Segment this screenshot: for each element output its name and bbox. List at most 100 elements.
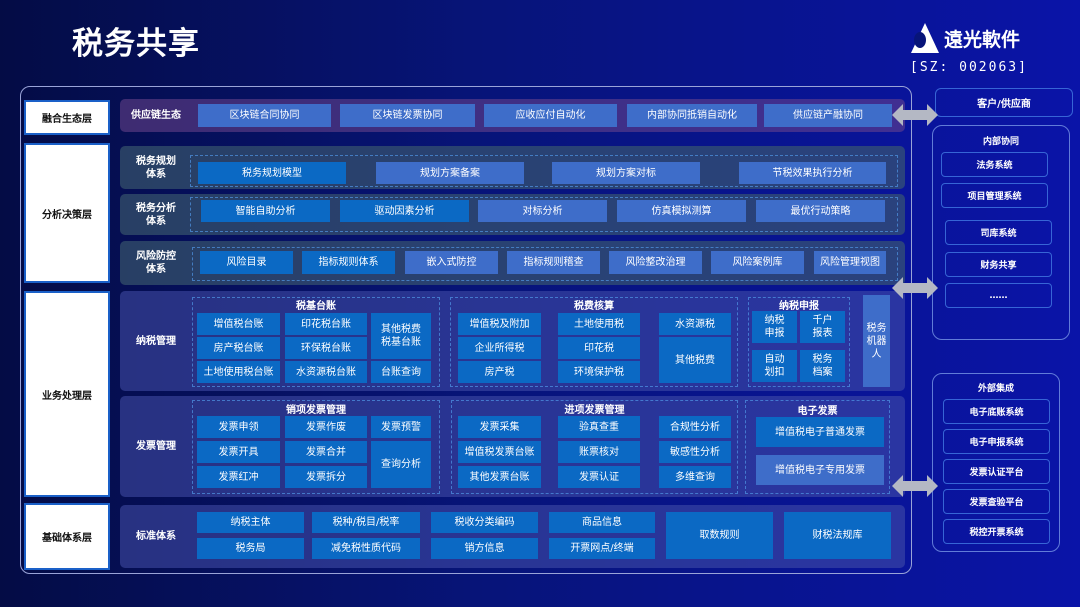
tax-base-item: 水资源税台账 — [285, 361, 367, 383]
tax-base-group — [192, 297, 440, 387]
risk-control-item: 指标规则体系 — [302, 251, 395, 274]
tax-planning-group — [190, 155, 898, 187]
tax-base-item: 印花税台账 — [285, 313, 367, 335]
tax-analysis-item: 驱动因素分析 — [340, 200, 469, 222]
tax-calc-title: 税费核算 — [574, 301, 614, 312]
output-invoice-item: 发票拆分 — [285, 466, 367, 488]
tax-declare-group — [748, 297, 850, 387]
standard-item: 销方信息 — [431, 538, 538, 559]
input-invoice-item: 验真查重 — [558, 416, 640, 438]
input-invoice-item: 发票认证 — [558, 466, 640, 488]
tax-analysis-item: 智能自助分析 — [201, 200, 330, 222]
internal-system-item: 财务共享 — [945, 252, 1052, 277]
tax-calc-item: 水资源税 — [659, 313, 731, 335]
external-integration-title: 外部集成 — [977, 384, 1014, 394]
input-invoice-title: 进项发票管理 — [564, 405, 625, 416]
tax-analysis-item: 最优行动策略 — [756, 200, 885, 222]
input-invoice-item: 敏感性分析 — [659, 441, 731, 463]
external-system-item: 发票认证平台 — [943, 459, 1050, 484]
tax-planning-item: 节税效果执行分析 — [739, 162, 886, 184]
layer-label: 分析决策层 — [24, 143, 110, 283]
double-arrow-icon — [892, 104, 938, 126]
input-invoice-item: 发票采集 — [458, 416, 541, 438]
tax-declare-item: 纳税 申报 — [752, 311, 797, 343]
tax-calc-item: 房产税 — [458, 361, 541, 383]
double-arrow-icon — [892, 277, 938, 299]
internal-system-item: 法务系统 — [941, 152, 1048, 177]
output-invoice-item: 发票开具 — [197, 441, 280, 463]
double-arrow-icon — [892, 475, 938, 497]
input-invoice-item: 增值税发票台账 — [458, 441, 541, 463]
output-invoice-item: 发票红冲 — [197, 466, 280, 488]
standard-item: 税种/税目/税率 — [312, 512, 420, 533]
external-system-item: 税控开票系统 — [943, 519, 1050, 544]
internal-collab-title: 内部协同 — [982, 137, 1019, 147]
output-invoice-item: 发票申领 — [197, 416, 280, 438]
customer-supplier-box: 客户/供应商 — [935, 88, 1073, 117]
input-invoice-item: 合规性分析 — [659, 416, 731, 438]
layer-label: 基础体系层 — [24, 503, 110, 570]
risk-control-group — [192, 247, 898, 281]
main-frame — [20, 86, 912, 574]
tax-analysis-label: 税务分析 体系 — [136, 202, 176, 227]
risk-control-item: 风险管理视图 — [814, 251, 886, 274]
standard-item: 税务局 — [197, 538, 304, 559]
tax-calc-group — [450, 297, 738, 387]
tax-planning-item: 规划方案备案 — [376, 162, 524, 184]
external-system-item: 电子申报系统 — [943, 429, 1050, 454]
e-invoice-item: 增值税电子普通发票 — [756, 417, 884, 447]
e-invoice-title: 电子发票 — [797, 406, 838, 417]
page-title: 税务共享 — [72, 26, 200, 62]
input-invoice-item: 账票核对 — [558, 441, 640, 463]
tax-calc-item: 企业所得税 — [458, 337, 541, 359]
tax-calc-item: 环境保护税 — [558, 361, 640, 383]
tax-base-item: 其他税费 税基台账 — [371, 313, 431, 359]
standard-item: 纳税主体 — [197, 512, 304, 533]
tax-base-item: 房产税台账 — [197, 337, 280, 359]
standard-item: 商品信息 — [549, 512, 655, 533]
tax-calc-item: 印花税 — [558, 337, 640, 359]
invoice-management-label: 发票管理 — [136, 441, 176, 452]
logo-icon — [911, 23, 939, 53]
output-invoice-item: 发票预警 — [371, 416, 431, 438]
internal-system-item: …… — [945, 283, 1052, 308]
logo-text: 遠光軟件 — [944, 28, 1021, 51]
tax-calc-item: 增值税及附加 — [458, 313, 541, 335]
standard-item: 开票网点/终端 — [549, 538, 655, 559]
risk-control-item: 风险案例库 — [711, 251, 804, 274]
tax-planning-label: 税务规划 体系 — [136, 155, 176, 180]
output-invoice-item: 查询分析 — [371, 441, 431, 488]
tax-declare-item: 税务 档案 — [800, 350, 845, 382]
risk-control-item: 指标规则稽查 — [507, 251, 600, 274]
external-integration-box — [932, 373, 1060, 552]
e-invoice-item: 增值税电子专用发票 — [756, 455, 884, 485]
risk-control-item: 风险整改治理 — [609, 251, 702, 274]
input-invoice-item: 多维查询 — [659, 466, 731, 488]
output-invoice-item: 发票合并 — [285, 441, 367, 463]
standard-system-label: 标准体系 — [136, 531, 176, 542]
tax-calc-item: 土地使用税 — [558, 313, 640, 335]
tax-declare-item: 自动 划扣 — [752, 350, 797, 382]
standard-item: 减免税性质代码 — [312, 538, 420, 559]
tax-analysis-group — [190, 197, 898, 232]
supply-chain-item: 区块链合同协同 — [198, 104, 331, 127]
tax-planning-item: 税务规划模型 — [198, 162, 346, 184]
tax-analysis-item: 仿真模拟测算 — [617, 200, 746, 222]
tax-analysis-item: 对标分析 — [478, 200, 607, 222]
tax-management-label: 纳税管理 — [136, 335, 176, 347]
standard-item: 财税法规库 — [784, 512, 891, 559]
internal-collab-box — [932, 125, 1070, 340]
tax-base-item: 土地使用税台账 — [197, 361, 280, 383]
tax-base-item: 环保税台账 — [285, 337, 367, 359]
standard-item: 税收分类编码 — [431, 512, 538, 533]
layer-label: 融合生态层 — [24, 100, 110, 135]
supply-chain-item: 应收应付自动化 — [484, 104, 617, 127]
tax-base-item: 增值税台账 — [197, 313, 280, 335]
stock-code: [SZ: 002063] — [910, 60, 1028, 75]
company-logo: 遠光軟件 — [910, 22, 1020, 54]
input-invoice-item: 其他发票台账 — [458, 466, 541, 488]
tax-base-item: 台账查询 — [371, 361, 431, 383]
standard-item: 取数规则 — [666, 512, 773, 559]
layer-label: 业务处理层 — [24, 291, 110, 497]
